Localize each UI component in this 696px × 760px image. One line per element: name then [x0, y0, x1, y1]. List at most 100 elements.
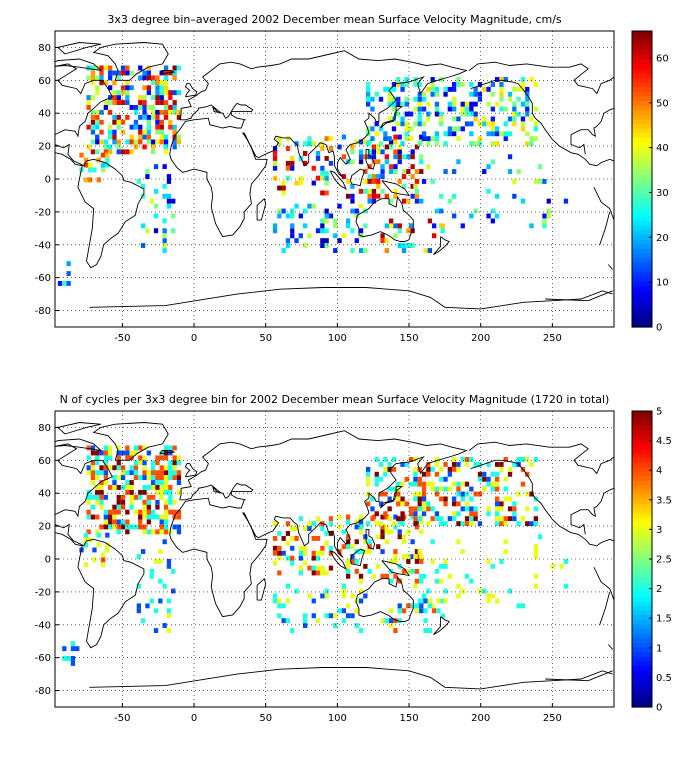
- data-bin: [409, 481, 414, 487]
- data-bin: [387, 136, 392, 142]
- data-bin: [166, 198, 172, 204]
- data-bin: [86, 445, 91, 451]
- data-bin: [525, 96, 530, 102]
- data-bin: [477, 82, 483, 87]
- data-bin: [146, 75, 151, 81]
- data-bin: [426, 462, 431, 467]
- data-bin: [363, 223, 368, 229]
- data-bin: [146, 90, 151, 96]
- data-bin: [285, 583, 291, 589]
- data-bin: [393, 223, 398, 229]
- data-bin: [294, 238, 299, 244]
- coastlines: [55, 42, 614, 310]
- data-bin: [490, 126, 495, 132]
- data-bin: [146, 485, 151, 490]
- data-bin: [66, 271, 71, 276]
- data-bin: [427, 248, 432, 253]
- colorbar-tick-label: 2: [656, 584, 662, 595]
- data-bin: [387, 496, 392, 502]
- data-bin: [490, 471, 495, 477]
- data-bin: [172, 70, 177, 76]
- data-bin: [384, 524, 389, 530]
- data-bin: [133, 124, 139, 130]
- data-bin: [116, 149, 121, 155]
- data-bin: [358, 188, 364, 194]
- data-bin: [95, 470, 100, 476]
- data-bin: [413, 521, 418, 527]
- colorbar-swatch: [632, 563, 652, 569]
- data-bin: [166, 628, 172, 633]
- data-bin: [100, 162, 106, 168]
- data-bin: [307, 521, 312, 527]
- data-bin: [129, 134, 134, 140]
- data-bin: [529, 491, 534, 497]
- data-bin: [413, 554, 418, 559]
- colorbar-swatch: [632, 559, 652, 565]
- data-bin: [417, 116, 422, 122]
- data-bin: [419, 554, 424, 559]
- data-bin: [346, 573, 351, 579]
- colorbar-swatch: [632, 522, 652, 528]
- colorbar-tick-label: 10: [656, 278, 669, 289]
- data-bin: [486, 511, 491, 517]
- data-bin: [272, 156, 278, 161]
- data-bin: [439, 466, 444, 472]
- data-bin: [413, 506, 418, 512]
- coastline: [56, 42, 101, 55]
- colorbar-tick-label: 1: [656, 643, 662, 654]
- data-bin: [138, 519, 143, 525]
- data-bin: [371, 154, 377, 160]
- data-bin: [108, 75, 113, 81]
- data-bin: [162, 183, 167, 189]
- data-bin: [142, 455, 147, 461]
- data-bin: [460, 223, 465, 229]
- data-bin: [490, 563, 495, 569]
- data-bin: [277, 598, 282, 604]
- colorbar-swatch: [632, 586, 652, 592]
- data-bin: [482, 476, 487, 482]
- data-bin: [86, 75, 91, 81]
- data-bin: [363, 154, 368, 160]
- data-bin: [419, 559, 424, 564]
- data-bin: [155, 489, 160, 495]
- data-bin: [391, 86, 397, 92]
- data-bin: [421, 91, 427, 97]
- data-bin: [421, 511, 427, 517]
- data-bin: [149, 598, 154, 604]
- data-bin: [421, 506, 427, 512]
- data-bin: [434, 131, 440, 137]
- data-bin: [389, 139, 394, 145]
- data-bin: [320, 165, 325, 171]
- coastline: [593, 567, 614, 601]
- x-tick-label: 100: [328, 713, 347, 724]
- data-bin: [138, 100, 143, 105]
- data-bin: [90, 445, 96, 451]
- data-bin: [512, 516, 517, 522]
- data-bin: [176, 475, 182, 480]
- data-bin: [145, 228, 150, 234]
- data-bin: [430, 179, 435, 184]
- data-bin: [406, 554, 411, 559]
- data-bin: [163, 514, 169, 520]
- data-bin: [155, 529, 160, 535]
- data-bin: [443, 86, 448, 92]
- colorbar-swatch: [632, 674, 652, 680]
- data-bin: [129, 450, 134, 456]
- data-bin: [99, 504, 104, 510]
- data-bin: [285, 540, 291, 546]
- data-bin: [155, 80, 160, 86]
- colorbar: 00.511.522.533.544.55: [631, 407, 672, 714]
- colorbar-tick-label: 0: [656, 703, 662, 714]
- data-bin: [324, 170, 329, 176]
- data-bin: [370, 506, 375, 512]
- data-bin: [482, 471, 487, 477]
- data-bin: [391, 466, 397, 472]
- data-bin: [452, 516, 457, 522]
- data-bin: [490, 82, 495, 87]
- data-bin: [380, 524, 385, 530]
- data-bin: [464, 457, 470, 462]
- data-bin: [533, 521, 538, 527]
- data-bin: [159, 450, 164, 456]
- data-bin: [374, 511, 379, 517]
- data-bin: [163, 480, 169, 485]
